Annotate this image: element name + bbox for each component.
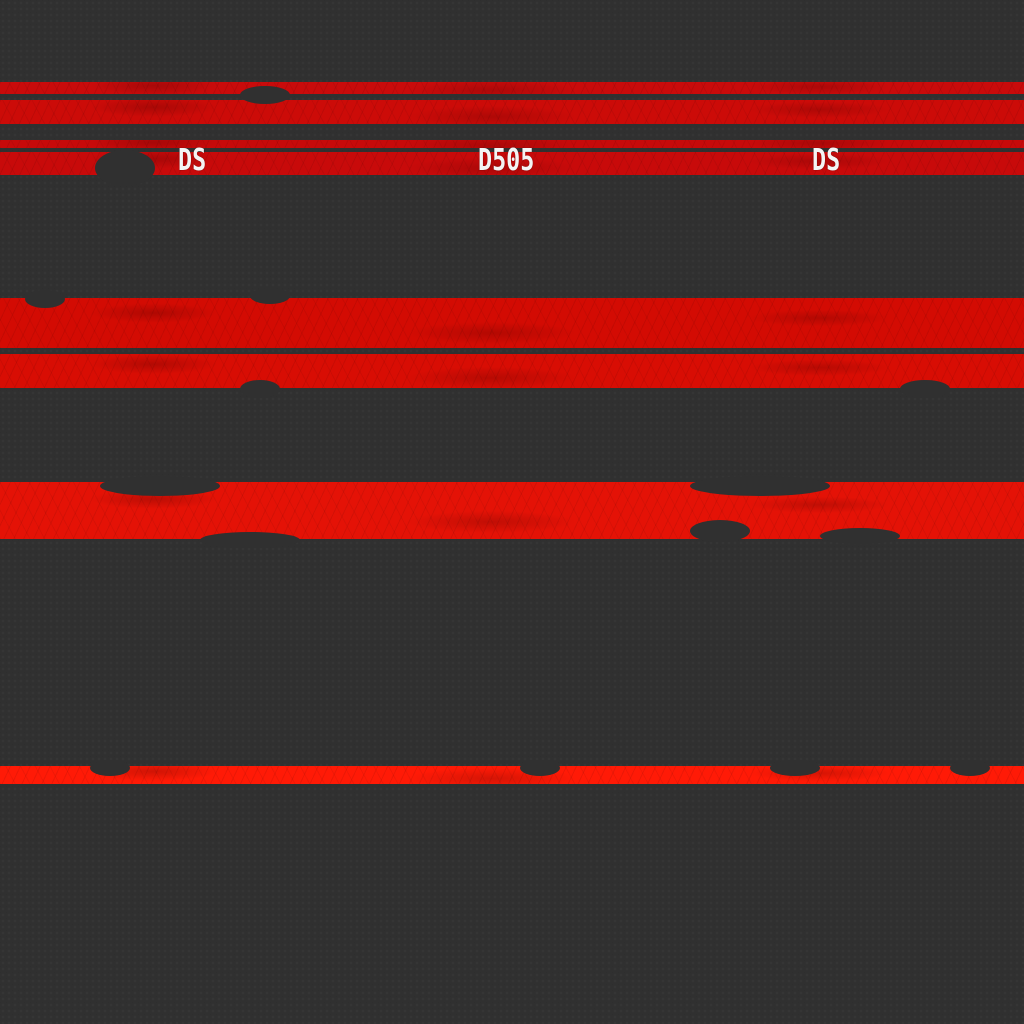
label-right: DS	[812, 143, 841, 178]
red-stripe-label-band	[0, 152, 1024, 175]
red-stripe-top-2	[0, 100, 1024, 124]
smudge	[690, 476, 830, 496]
smudge	[900, 380, 950, 398]
smudge	[240, 380, 280, 398]
smudge	[25, 290, 65, 308]
smudge	[690, 520, 750, 542]
smudge	[520, 760, 560, 776]
label-left: DS	[178, 143, 207, 178]
smudge	[95, 150, 155, 186]
label-center: D505	[478, 143, 535, 178]
smudge	[200, 532, 300, 548]
smudge	[250, 288, 290, 304]
red-stripe-top-3	[0, 140, 1024, 148]
smudge	[240, 86, 290, 104]
red-stripe-top-1	[0, 82, 1024, 94]
smudge	[100, 476, 220, 496]
smudge	[950, 760, 990, 776]
red-band-middle-1	[0, 298, 1024, 348]
red-stripe-bottom	[0, 766, 1024, 784]
smudge	[90, 760, 130, 776]
smudge	[820, 528, 900, 544]
smudge	[770, 760, 820, 776]
red-band-middle-2	[0, 354, 1024, 388]
